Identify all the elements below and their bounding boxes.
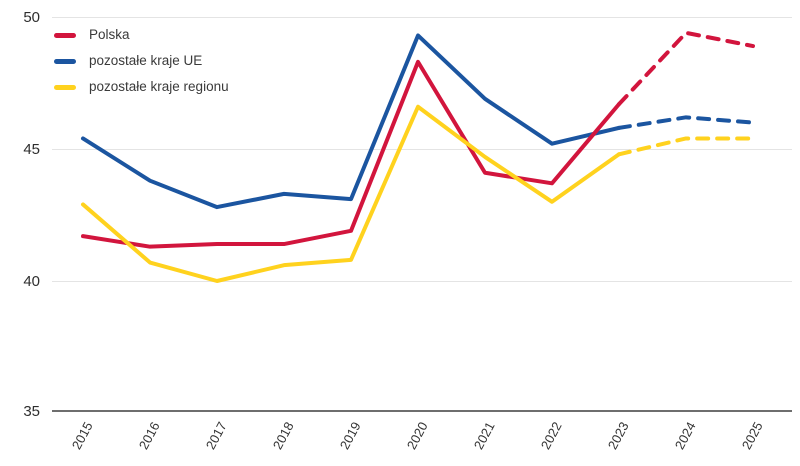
y-tick-label: 45 [23, 141, 40, 158]
legend-label-kraje-regionu: pozostałe kraje regionu [89, 79, 229, 94]
x-tick-label: 2017 [203, 419, 230, 452]
x-tick-label: 2020 [404, 419, 431, 452]
x-tick-label: 2025 [739, 419, 766, 452]
x-tick-label: 2021 [471, 419, 498, 452]
legend-item-kraje-ue: pozostałe kraje UE [54, 54, 229, 68]
y-tick-label: 40 [23, 273, 40, 290]
legend-swatch-kraje-ue [54, 58, 76, 64]
series-polska-solid-line [81, 59, 621, 249]
legend-label-polska: Polska [89, 27, 130, 42]
x-tick-label: 2024 [672, 419, 699, 452]
legend-swatch-polska [54, 32, 76, 38]
series-kraje-regionu-solid-line [81, 104, 621, 283]
series-polska-forecast-dashed-line [617, 30, 755, 107]
series-kraje-regionu-forecast-dashed-line [617, 136, 755, 157]
x-tick-label: 2016 [136, 419, 163, 452]
x-tick-label: 2022 [538, 419, 565, 452]
y-tick-label: 35 [23, 403, 40, 420]
chart-legend: Polska pozostałe kraje UE pozostałe kraj… [54, 28, 229, 94]
legend-label-kraje-ue: pozostałe kraje UE [89, 53, 203, 68]
x-tick-label: 2019 [337, 419, 364, 452]
x-tick-label: 2023 [605, 419, 632, 452]
legend-swatch-kraje-regionu [54, 84, 76, 90]
y-tick-label: 50 [23, 9, 40, 26]
x-tick-label: 2015 [69, 419, 96, 452]
legend-item-polska: Polska [54, 28, 229, 42]
series-kraje-ue-solid-line [81, 33, 621, 210]
x-tick-label: 2018 [270, 419, 297, 452]
legend-item-kraje-regionu: pozostałe kraje regionu [54, 80, 229, 94]
series-kraje-ue-forecast-dashed-line [617, 115, 755, 130]
